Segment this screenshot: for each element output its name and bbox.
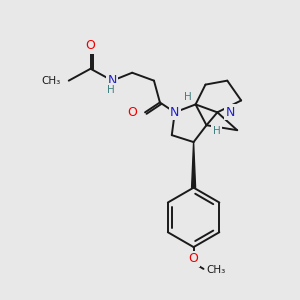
Text: N: N [108,74,117,87]
Text: O: O [127,106,137,119]
Text: CH₃: CH₃ [42,76,61,85]
Text: H: H [212,126,220,136]
Text: N: N [225,106,235,119]
Text: O: O [85,40,95,52]
Text: N: N [170,106,179,119]
Polygon shape [192,142,196,188]
Text: H: H [107,85,115,94]
Text: O: O [189,253,199,266]
Text: CH₃: CH₃ [206,265,226,275]
Text: H: H [184,92,191,103]
